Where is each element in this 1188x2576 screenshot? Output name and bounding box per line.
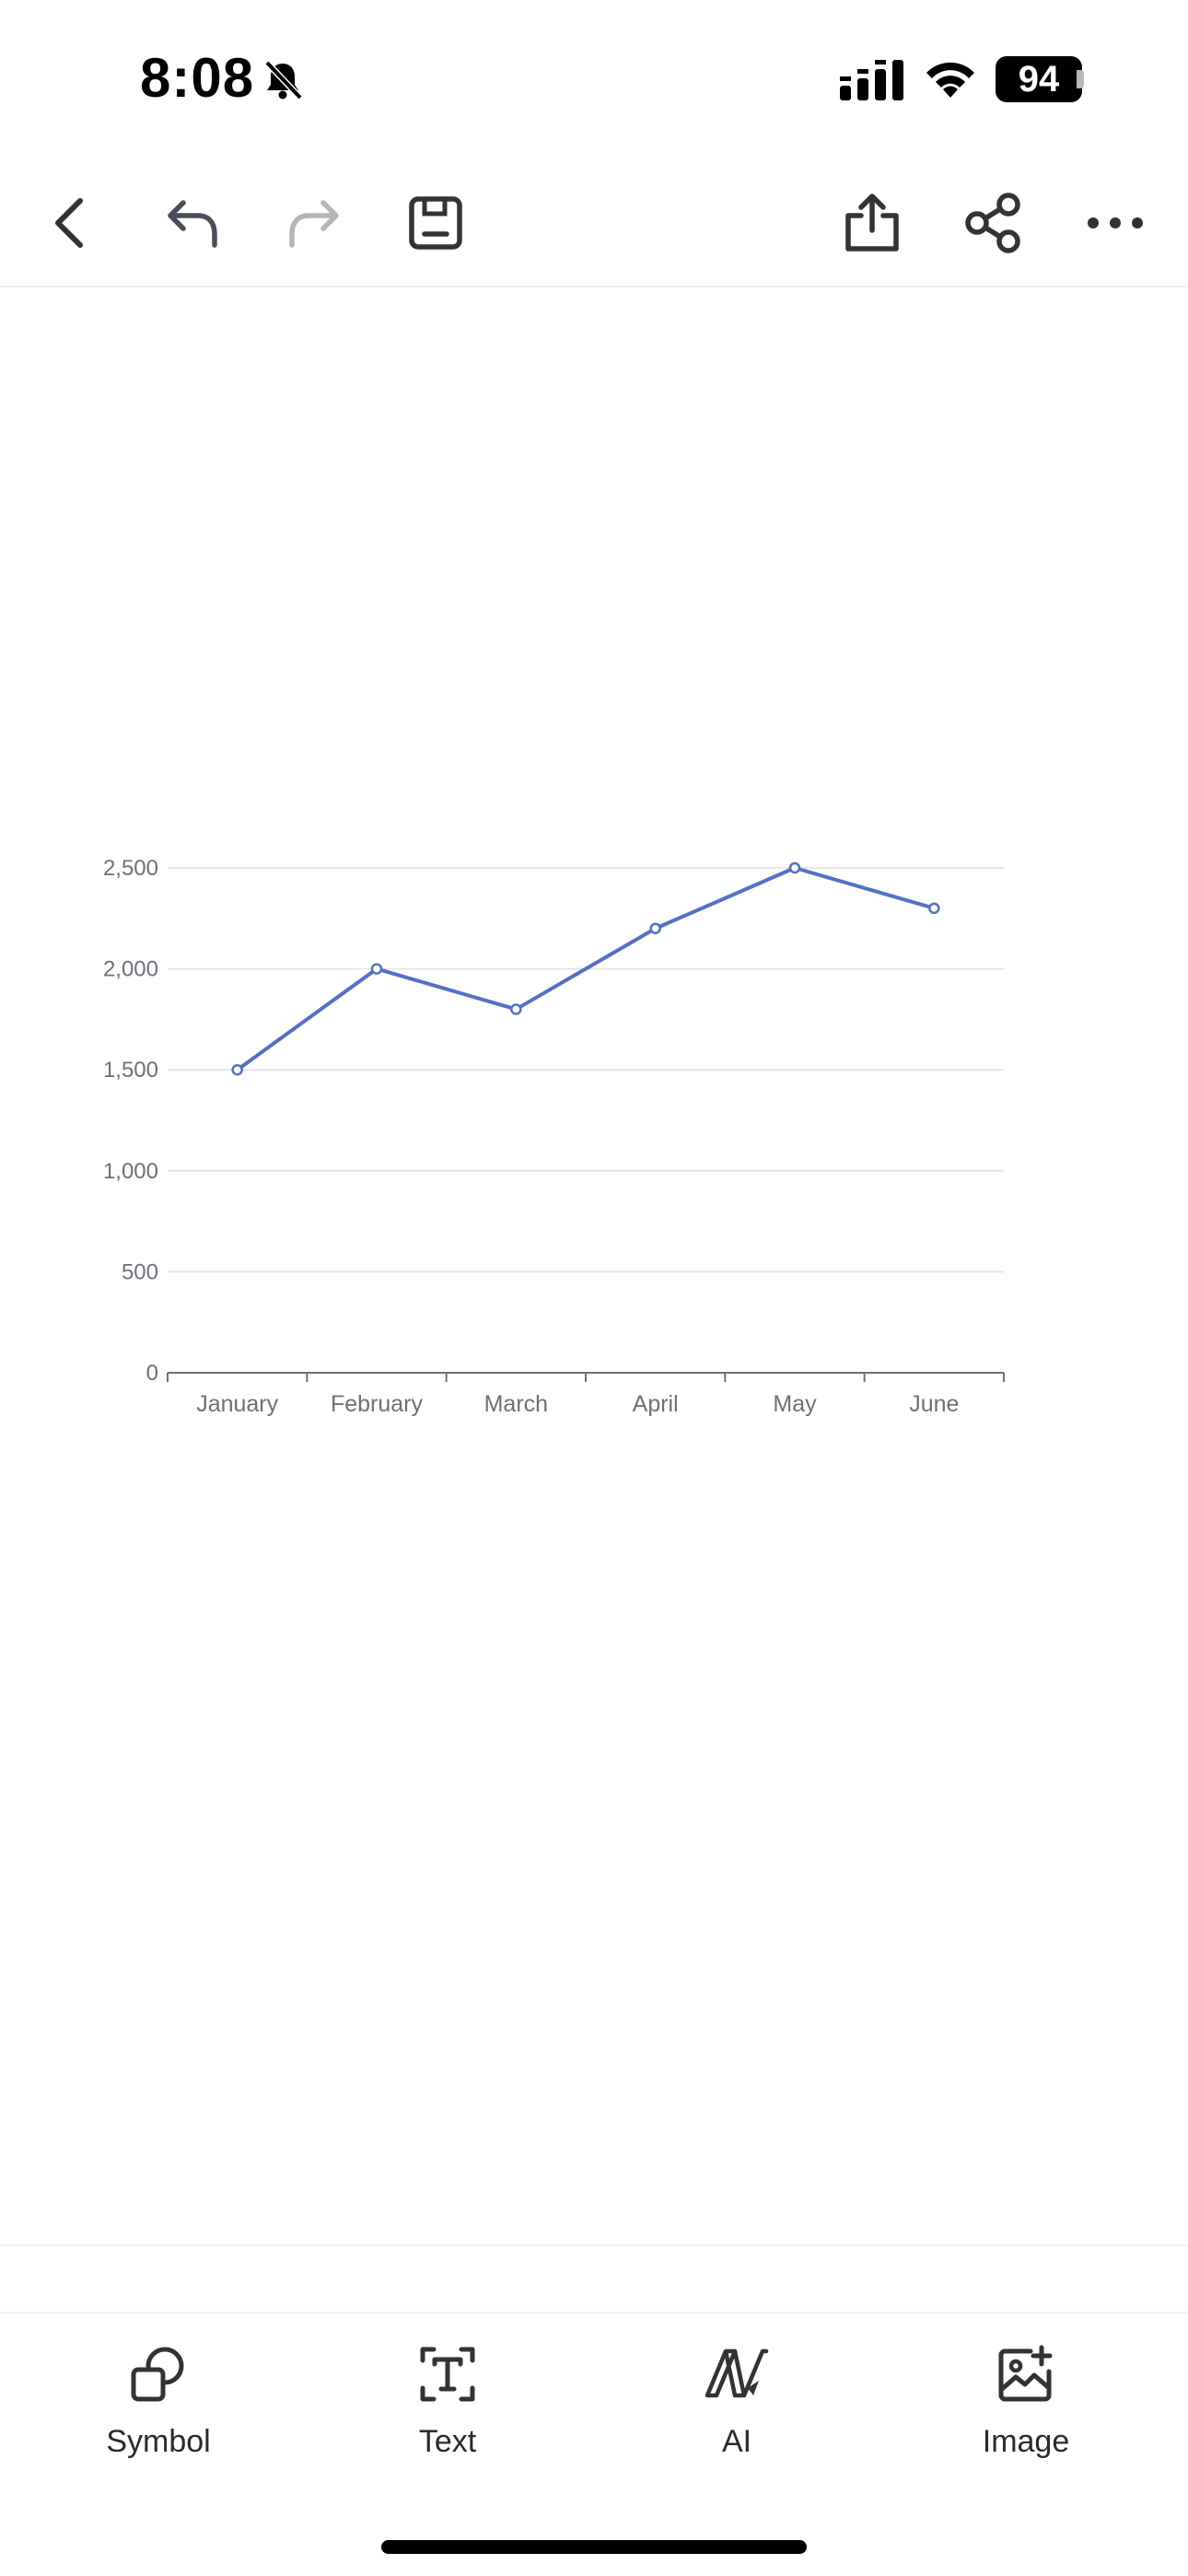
x-tick-label: May xyxy=(773,1391,817,1417)
symbol-button[interactable]: Symbol xyxy=(66,2341,250,2470)
symbol-label: Symbol xyxy=(106,2424,211,2459)
back-button[interactable] xyxy=(29,181,112,264)
add-image-icon xyxy=(998,2345,1053,2402)
y-tick-label: 0 xyxy=(146,1361,158,1386)
data-point xyxy=(510,1003,522,1015)
battery-tip xyxy=(1077,70,1084,88)
y-tick-label: 2,500 xyxy=(103,856,158,881)
data-point xyxy=(370,963,383,975)
undo-icon xyxy=(168,200,217,248)
more-button[interactable] xyxy=(1074,181,1157,264)
export-icon xyxy=(845,193,899,252)
battery-icon: 94 xyxy=(996,56,1082,102)
back-icon xyxy=(55,198,83,248)
ai-label: AI xyxy=(721,2424,752,2459)
image-button[interactable]: Image xyxy=(934,2341,1118,2470)
text-button[interactable]: Text xyxy=(355,2341,540,2470)
home-indicator xyxy=(381,2540,807,2554)
bell-slash-icon xyxy=(264,60,303,100)
share-button[interactable] xyxy=(952,181,1035,264)
export-button[interactable] xyxy=(831,181,914,264)
bottom-toolbar: Symbol Text AI xyxy=(0,2313,1188,2479)
share-icon xyxy=(965,193,1020,253)
y-tick-label: 1,000 xyxy=(103,1159,158,1184)
more-icon xyxy=(1088,217,1143,228)
symbol-icon xyxy=(131,2347,184,2402)
canvas[interactable]: 0 500 1,000 1,500 2,000 2,500 January February M… xyxy=(0,287,1188,2241)
cellular-signal-icon xyxy=(840,60,903,100)
status-bar: 8:08 94 xyxy=(0,0,1188,161)
y-tick-label: 1,500 xyxy=(103,1058,158,1083)
divider xyxy=(0,2244,1188,2246)
y-tick-label: 500 xyxy=(122,1259,158,1284)
top-toolbar xyxy=(0,161,1188,287)
divider xyxy=(0,2312,1188,2313)
wifi-icon xyxy=(926,62,974,98)
series-line xyxy=(236,866,935,1071)
status-time: 8:08 xyxy=(140,47,255,109)
y-tick-label: 2,000 xyxy=(103,957,158,982)
ai-button[interactable]: AI xyxy=(645,2341,829,2470)
x-tick-label: April xyxy=(633,1391,679,1417)
image-label: Image xyxy=(982,2424,1070,2459)
x-tick-label: February xyxy=(331,1391,424,1417)
x-tick-label: June xyxy=(909,1391,959,1417)
line-chart[interactable]: 0 500 1,000 1,500 2,000 2,500 January February M… xyxy=(0,287,1188,2241)
undo-button[interactable] xyxy=(151,181,234,264)
redo-icon xyxy=(289,200,339,248)
save-button[interactable] xyxy=(394,181,477,264)
x-tick-label: January xyxy=(196,1391,278,1417)
data-point xyxy=(788,861,801,874)
text-icon xyxy=(420,2347,475,2402)
text-label: Text xyxy=(418,2424,477,2459)
data-point xyxy=(649,922,661,935)
save-icon xyxy=(409,196,462,250)
data-point xyxy=(231,1063,243,1076)
ai-icon xyxy=(705,2348,769,2398)
x-tick-label: March xyxy=(484,1391,548,1417)
redo-button[interactable] xyxy=(273,181,355,264)
data-point xyxy=(928,902,940,915)
